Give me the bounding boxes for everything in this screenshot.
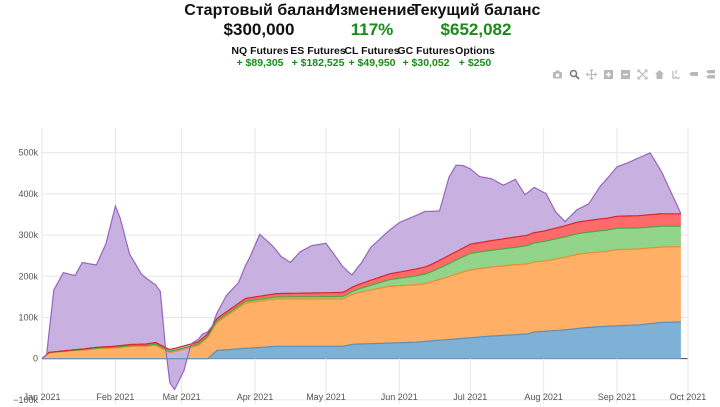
zoom-out-icon[interactable]: [620, 69, 631, 80]
pan-icon[interactable]: [586, 69, 597, 80]
x-tick-label: Feb 2021: [96, 392, 134, 402]
x-tick-label: May 2021: [306, 392, 346, 402]
balance-summary: Стартовый баланс Изменение Текущий балан…: [0, 0, 720, 70]
series-2-line: [41, 225, 681, 360]
series-4-area: [42, 152, 681, 390]
y-tick-label: 200k: [18, 271, 38, 281]
series-3-line: [41, 213, 681, 360]
autoscale-icon[interactable]: [637, 69, 648, 80]
x-tick-label: Jul 2021: [453, 392, 487, 402]
x-tick-label: Aug 2021: [524, 392, 563, 402]
y-axis-ticks: −100k 0 100k 200k 300k 400k 500k: [13, 148, 38, 405]
y-tick-label: −100k: [13, 395, 38, 405]
y-tick-label: 0: [33, 354, 38, 364]
es-futures-label: ES Futures: [290, 45, 346, 57]
hover-compare-icon[interactable]: [705, 69, 716, 80]
hover-closest-icon[interactable]: [688, 69, 699, 80]
chart-lines: [41, 152, 682, 391]
cl-futures-value: + $49,950: [348, 57, 396, 69]
series-2-area: [42, 226, 681, 359]
x-tick-label: Oct 2021: [670, 392, 707, 402]
y-tick-label: 400k: [18, 189, 38, 199]
x-tick-label: Mar 2021: [163, 392, 201, 402]
start-balance-value: $300,000: [223, 20, 295, 39]
cl-futures-label: CL Futures: [344, 45, 400, 57]
series-1-area: [42, 246, 681, 359]
zoom-icon[interactable]: [569, 69, 580, 80]
chart-toolbar: [552, 69, 716, 81]
camera-icon[interactable]: [552, 69, 563, 80]
series-0-area: [42, 321, 681, 359]
y-tick-label: 300k: [18, 230, 38, 240]
nq-futures-label: NQ Futures: [231, 45, 289, 57]
chart-areas: [42, 152, 681, 390]
y-tick-label: 100k: [18, 312, 38, 322]
current-balance-label: Текущий баланс: [411, 2, 541, 19]
spike-lines-icon[interactable]: [671, 69, 682, 80]
start-balance-label: Стартовый баланс: [184, 2, 334, 19]
change-label: Изменение: [328, 2, 416, 19]
x-axis-ticks: Jan 2021 Feb 2021 Mar 2021 Apr 2021 May 2021…: [23, 392, 706, 402]
es-futures-value: + $182,525: [291, 57, 345, 69]
home-icon[interactable]: [654, 69, 665, 80]
nq-futures-value: + $89,305: [236, 57, 284, 69]
current-balance-value: $652,082: [440, 20, 512, 39]
portfolio-balance-chart: −100k 0 100k 200k 300k 400k 500k Jan 2021 Feb 2…: [13, 128, 706, 405]
x-tick-label: Jan 2021: [23, 392, 60, 402]
x-tick-label: Sep 2021: [598, 392, 637, 402]
x-tick-label: Apr 2021: [237, 392, 274, 402]
options-label: Options: [455, 45, 495, 57]
zoom-in-icon[interactable]: [603, 69, 614, 80]
gc-futures-value: + $30,052: [402, 57, 450, 69]
series-4-line: [41, 152, 682, 391]
series-3-area: [42, 213, 681, 359]
y-tick-label: 500k: [18, 148, 38, 158]
x-tick-label: Jun 2021: [381, 392, 418, 402]
series-0-line: [42, 321, 681, 360]
options-value: + $250: [458, 57, 492, 69]
gc-futures-label: GC Futures: [397, 45, 455, 57]
series-1-line: [41, 246, 681, 360]
change-value: 117%: [350, 20, 394, 39]
